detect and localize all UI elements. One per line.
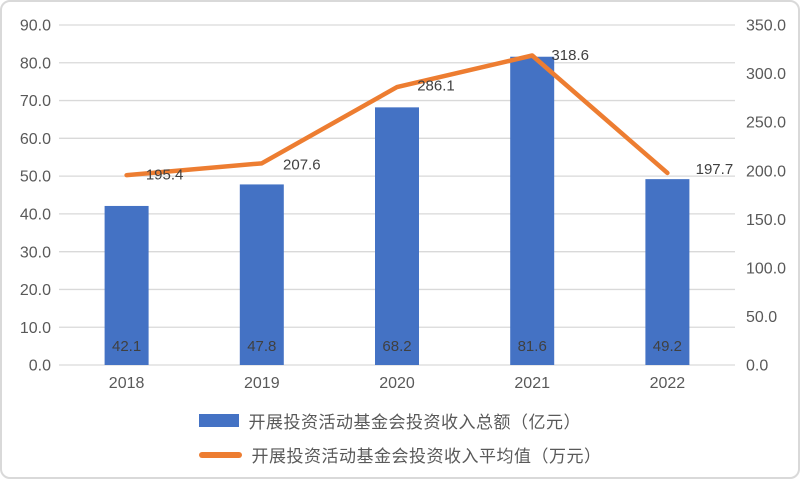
line-series [124, 53, 670, 178]
right-axis-tick: 100.0 [746, 260, 786, 277]
left-axis-tick: 0.0 [29, 358, 51, 375]
bar-value-label: 42.1 [112, 338, 141, 355]
line-value-label: 195.4 [146, 166, 184, 183]
left-axis-tick: 40.0 [20, 206, 51, 223]
legend-item-bar-series: 开展投资活动基金会投资收入总额（亿元） [198, 408, 582, 433]
chart-legend: 开展投资活动基金会投资收入总额（亿元） 开展投资活动基金会投资收入平均值（万元） [198, 408, 602, 467]
bar [239, 184, 284, 365]
line-value-label: 318.6 [551, 47, 589, 64]
left-axis-tick: 80.0 [20, 55, 51, 72]
legend-label-bar-series: 开展投资活动基金会投资收入总额（亿元） [248, 413, 581, 432]
bar-series-swatch-icon [198, 414, 239, 427]
x-axis-label: 2022 [650, 375, 686, 392]
right-axis-tick: 350.0 [746, 18, 786, 35]
left-axis-tick: 60.0 [20, 131, 51, 148]
right-axis-tick: 0.0 [746, 358, 768, 375]
bar-value-label: 49.2 [653, 338, 682, 355]
right-axis-tick: 200.0 [746, 163, 786, 180]
line-value-label: 286.1 [417, 77, 455, 94]
bar-value-label: 68.2 [382, 338, 411, 355]
bar [510, 56, 555, 365]
line-value-label: 197.7 [696, 161, 734, 178]
line-series-swatch-icon [198, 451, 242, 458]
right-axis-tick: 150.0 [746, 212, 786, 229]
bar [645, 179, 690, 365]
left-axis-tick: 70.0 [20, 93, 51, 110]
x-axis-label: 2020 [379, 375, 415, 392]
bar [104, 205, 149, 365]
right-axis-tick: 50.0 [746, 309, 777, 326]
legend-label-line-series: 开展投资活动基金会投资收入平均值（万元） [251, 447, 602, 466]
x-axis-label: 2019 [244, 375, 280, 392]
left-axis-tick: 20.0 [20, 282, 51, 299]
legend-item-line-series: 开展投资活动基金会投资收入平均值（万元） [198, 442, 602, 467]
bar-value-label: 81.6 [518, 338, 547, 355]
right-axis-tick: 300.0 [746, 66, 786, 83]
bar-value-label: 47.8 [247, 338, 276, 355]
x-axis-label: 2018 [109, 375, 145, 392]
bar [375, 107, 419, 365]
left-axis-tick: 50.0 [20, 169, 51, 186]
line-value-label: 207.6 [283, 157, 321, 174]
left-axis-tick: 30.0 [20, 244, 51, 261]
left-axis-tick: 10.0 [20, 320, 51, 337]
right-axis-tick: 250.0 [746, 115, 786, 132]
combo-bar-line-chart: 0.0 10.0 20.0 30.0 40.0 50.0 60.0 70.0 80.0 90.0 0… [20, 18, 786, 392]
left-axis-tick: 90.0 [20, 18, 51, 35]
x-axis-label: 2021 [514, 375, 550, 392]
